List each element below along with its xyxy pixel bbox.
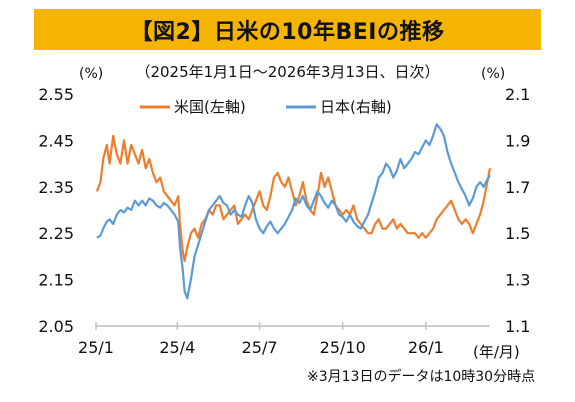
right-y-tick-label: 1.5 <box>505 224 530 243</box>
x-tick-label: 25/10 <box>320 338 366 357</box>
left-axis-unit: (%) <box>79 66 104 82</box>
left-y-tick-label: 2.55 <box>38 85 74 104</box>
left-y-tick-label: 2.25 <box>38 224 74 243</box>
footnote: ※3月13日のデータは10時30分時点 <box>307 369 536 385</box>
x-tick-label: 25/7 <box>242 338 278 357</box>
x-tick-label: 25/1 <box>78 338 114 357</box>
right-y-tick-label: 1.9 <box>505 131 530 150</box>
us-bei-line <box>95 134 492 263</box>
right-y-tick-label: 1.3 <box>505 271 530 290</box>
left-y-tick-label: 2.05 <box>38 317 74 336</box>
legend-jp-label: 日本(右軸) <box>320 98 392 116</box>
left-y-tick-label: 2.45 <box>38 131 74 150</box>
right-y-tick-label: 2.1 <box>505 85 530 104</box>
x-tick-label: 26/1 <box>408 338 444 357</box>
right-y-tick-label: 1.7 <box>505 178 530 197</box>
right-y-tick-label: 1.1 <box>505 317 530 336</box>
left-y-tick-label: 2.35 <box>38 178 74 197</box>
chart-title: 【図2】日米の10年BEIの推移 <box>130 19 445 45</box>
chart-title-banner: 【図2】日米の10年BEIの推移 <box>34 9 541 50</box>
chart-subtitle: （2025年1月1日～2026年3月13日、日次） <box>135 63 440 81</box>
legend-us-label: 米国(左軸) <box>174 98 246 116</box>
x-tick-label: 25/4 <box>159 338 195 357</box>
jp-bei-line <box>96 123 491 300</box>
left-y-tick-label: 2.15 <box>38 271 74 290</box>
x-axis-unit: (年/月) <box>473 343 520 361</box>
right-axis-unit: (%) <box>481 66 506 82</box>
